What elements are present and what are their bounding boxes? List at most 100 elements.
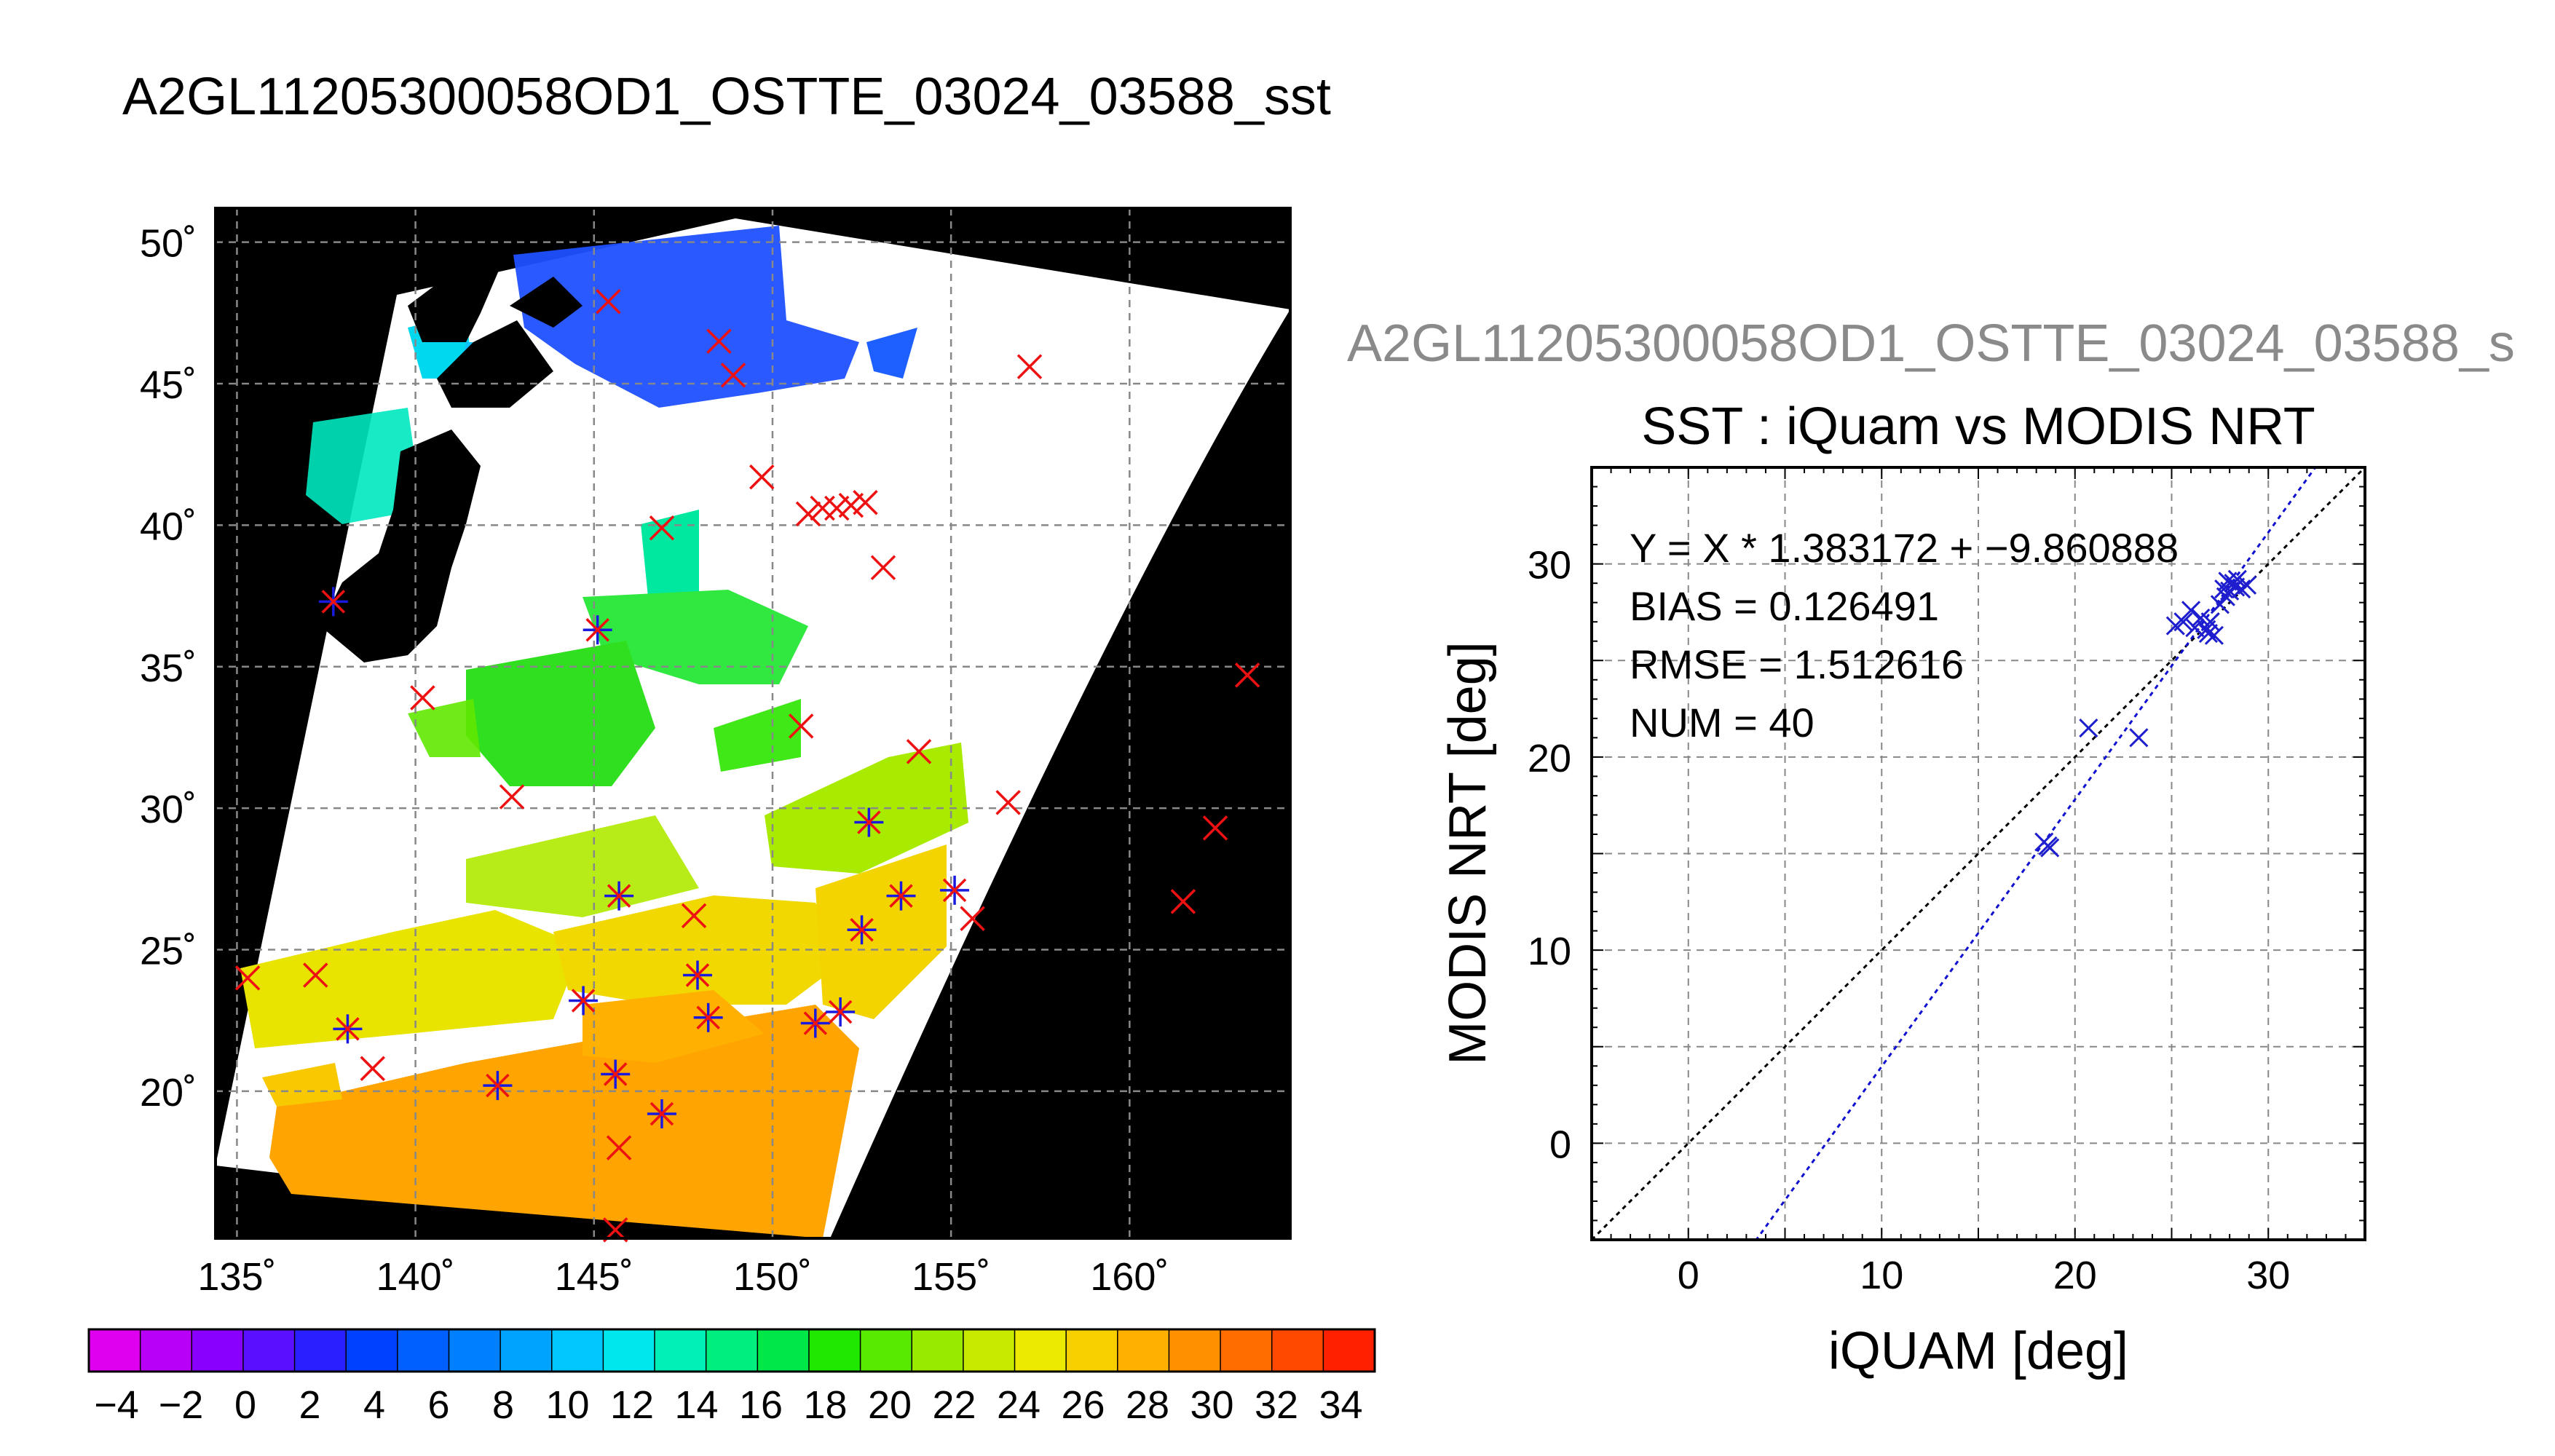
map-lat-label: 25˚ — [140, 929, 197, 973]
x-tick-label: 20 — [2053, 1254, 2097, 1297]
colorbar-label: 22 — [932, 1383, 976, 1427]
map-axis-labels: 50˚ 45˚ 40˚ 35˚ 30˚ 25˚ 20˚ 135˚ 140˚ 145˚ 150˚ 155… — [140, 222, 1169, 1299]
stats-rmse: RMSE = 1.512616 — [1630, 641, 1964, 687]
colorbar-label: −2 — [159, 1383, 204, 1427]
scatter-point — [2204, 625, 2224, 645]
iquam-marker — [410, 685, 435, 711]
scatter-point — [2200, 612, 2220, 632]
land-masses — [320, 211, 583, 662]
iquam-marker — [995, 790, 1021, 815]
map-lon-label: 160˚ — [1090, 1255, 1169, 1299]
colorbar-segment — [963, 1329, 1016, 1372]
colorbar-label: 2 — [299, 1383, 320, 1427]
map-lon-label: 140˚ — [376, 1255, 455, 1299]
colorbar-label: 14 — [674, 1383, 718, 1427]
matched-marker — [604, 881, 634, 911]
scatter-panel: 0 10 20 30 0 10 20 30 Y = X * 1.383172 + −9.860… — [1439, 466, 2366, 1380]
scatter-point — [2198, 624, 2219, 644]
map-lat-label: 20˚ — [140, 1071, 197, 1115]
matched-marker — [854, 807, 884, 837]
matched-marker — [826, 997, 856, 1027]
matched-marker — [569, 986, 599, 1016]
iquam-marker — [1202, 815, 1228, 841]
scatter-xlabel: iQUAM [deg] — [1828, 1322, 2128, 1380]
matched-marker — [847, 915, 877, 945]
colorbar-segment — [808, 1329, 861, 1372]
iquam-marker — [906, 739, 932, 764]
colorbar-segment — [603, 1329, 655, 1372]
colorbar-segment — [242, 1329, 296, 1372]
x-tick-label: 10 — [1860, 1254, 1903, 1297]
iquam-marker — [706, 328, 732, 354]
colorbar-label: 10 — [545, 1383, 589, 1427]
map-lat-label: 50˚ — [140, 222, 197, 266]
colorbar-label: 32 — [1255, 1383, 1298, 1427]
colorbar-label: 16 — [739, 1383, 783, 1427]
colorbar-segment — [191, 1329, 244, 1372]
iquam-marker — [681, 903, 707, 929]
scatter-point — [2040, 838, 2060, 858]
scatter-title: SST : iQuam vs MODIS NRT — [1641, 397, 2315, 456]
colorbar-segment — [89, 1329, 141, 1372]
iquam-marker — [360, 1056, 385, 1081]
scatter-point — [2232, 579, 2251, 599]
subplot-title-truncated: A2GL11205300058OD1_OSTTE_03024_03588_s — [1347, 314, 2515, 373]
matched-marker — [886, 881, 916, 911]
scatter-point — [2173, 612, 2193, 632]
colorbar-segment — [1271, 1329, 1324, 1372]
map-lon-label: 135˚ — [197, 1255, 276, 1299]
colorbar-segment — [397, 1329, 450, 1372]
iquam-marker — [606, 1135, 632, 1160]
colorbar-label: 20 — [868, 1383, 912, 1427]
iquam-marker — [960, 906, 985, 931]
matched-marker — [800, 1008, 830, 1038]
iquam-marker — [234, 965, 261, 991]
scatter-point — [2129, 728, 2149, 748]
colorbar-segment — [1014, 1329, 1067, 1372]
iquam-marker — [1234, 662, 1260, 688]
map-lat-label: 35˚ — [140, 646, 197, 690]
y-tick-label: 30 — [1528, 544, 1571, 587]
regression-line — [1755, 467, 2317, 1240]
scatter-points — [2034, 569, 2257, 858]
colorbar-label: 6 — [427, 1383, 449, 1427]
iquam-marker — [303, 962, 328, 988]
matched-marker — [318, 587, 348, 617]
scatter-point — [2181, 601, 2201, 620]
iquam-marker — [1016, 354, 1043, 379]
colorbar-segment — [1117, 1329, 1170, 1372]
map-frame — [214, 207, 1292, 1240]
colorbar-segment — [500, 1329, 553, 1372]
scatter-point — [2226, 577, 2246, 597]
colorbar: −4 −2 0 2 4 6 8 10 12 14 16 18 20 22 24 26 28 30 32 34 — [87, 1328, 1376, 1427]
matched-marker — [601, 1059, 631, 1089]
colorbar-segment — [706, 1329, 758, 1372]
x-tick-label: 0 — [1678, 1254, 1699, 1297]
stats-num: NUM = 40 — [1630, 700, 1814, 745]
scatter-frame — [1590, 466, 2366, 1241]
scatter-point — [2191, 608, 2211, 628]
colorbar-segment — [1066, 1329, 1118, 1372]
scatter-point — [2214, 579, 2234, 599]
map-lat-label: 30˚ — [140, 788, 197, 831]
colorbar-label: 12 — [610, 1383, 654, 1427]
matched-marker — [693, 1002, 723, 1032]
scatter-point — [2237, 575, 2257, 595]
map-lon-label: 150˚ — [733, 1255, 812, 1299]
colorbar-segment — [346, 1329, 398, 1372]
colorbar-label: 24 — [997, 1383, 1040, 1427]
colorbar-segment — [551, 1329, 604, 1372]
matched-marker — [583, 615, 612, 645]
colorbar-segment — [294, 1329, 347, 1372]
iquam-marker — [788, 713, 814, 739]
colorbar-label: 18 — [803, 1383, 847, 1427]
colorbar-label: 4 — [363, 1383, 385, 1427]
main-title: A2GL11205300058OD1_OSTTE_03024_03588_sst — [122, 68, 1331, 126]
x-tick-label: 30 — [2246, 1254, 2290, 1297]
iquam-marker — [1170, 889, 1196, 914]
scatter-point — [2210, 595, 2230, 614]
stats-block: Y = X * 1.383172 + −9.860888 BIAS = 0.12… — [1630, 525, 2179, 745]
iquam-marker — [749, 464, 775, 490]
iquam-marker — [649, 515, 675, 541]
